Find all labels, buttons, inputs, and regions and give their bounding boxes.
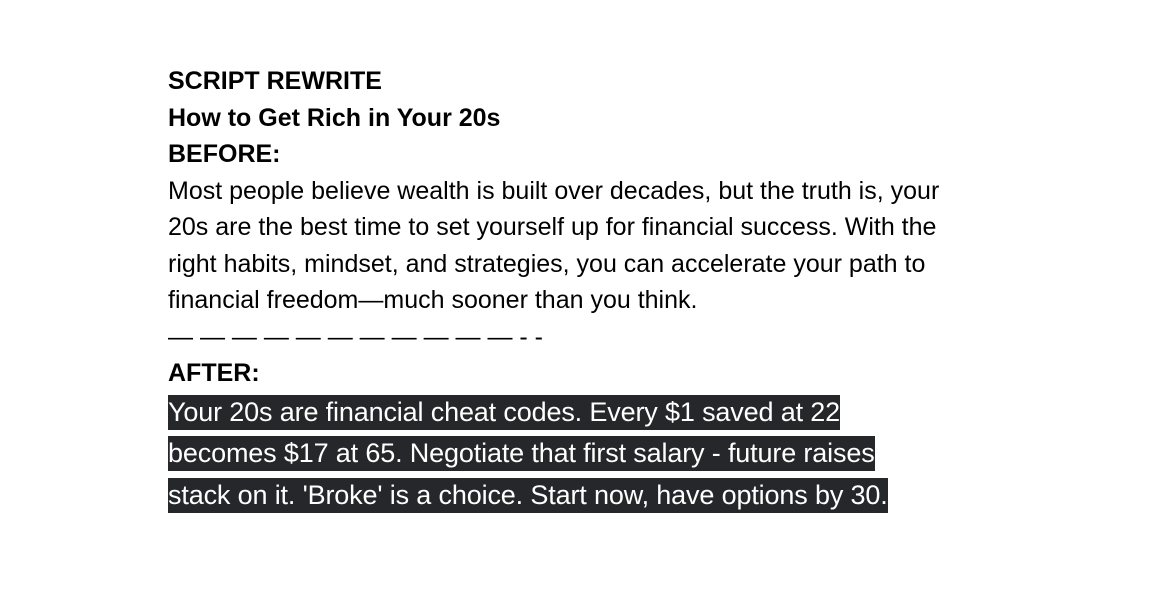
after-label: AFTER: <box>168 359 260 387</box>
after-paragraph[interactable]: Your 20s are financial cheat codes. Ever… <box>168 392 928 517</box>
before-label: BEFORE: <box>168 140 281 168</box>
document-body: SCRIPT REWRITE How to Get Rich in Your 2… <box>168 63 958 516</box>
document-subtitle: How to Get Rich in Your 20s <box>168 103 501 132</box>
before-paragraph[interactable]: Most people believe wealth is built over… <box>168 176 940 315</box>
document-title: SCRIPT REWRITE <box>168 67 382 95</box>
selected-text-highlight[interactable]: Your 20s are financial cheat codes. Ever… <box>168 394 888 513</box>
section-divider: — — — — — — — — — — — - - <box>168 322 543 351</box>
